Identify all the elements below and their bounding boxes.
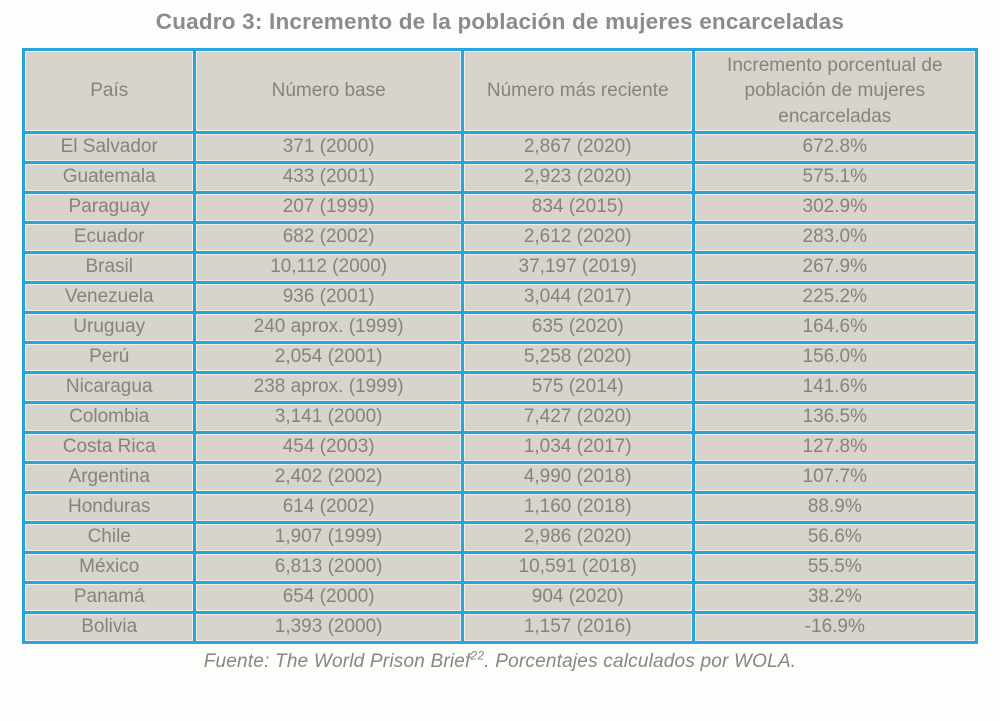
cell-country: México [25,554,194,581]
cell-percent-increase: 302.9% [694,194,975,221]
table-title: Cuadro 3: Incremento de la población de … [155,9,845,34]
cell-percent-increase: 127.8% [694,434,975,461]
cell-recent-number: 1,160 (2018) [463,494,692,521]
cell-percent-increase: 283.0% [694,224,975,251]
cell-base-number: 1,907 (1999) [196,524,461,551]
cell-country: Brasil [25,254,194,281]
cell-recent-number: 10,591 (2018) [463,554,692,581]
cell-recent-number: 904 (2020) [463,584,692,611]
cell-base-number: 936 (2001) [196,284,461,311]
table-row: Bolivia 1,393 (2000) 1,157 (2016) -16.9% [25,614,975,641]
cell-percent-increase: 88.9% [694,494,975,521]
cell-base-number: 654 (2000) [196,584,461,611]
table-row: Ecuador 682 (2002) 2,612 (2020) 283.0% [25,224,975,251]
table-row: Guatemala 433 (2001) 2,923 (2020) 575.1% [25,164,975,191]
table-row: Colombia 3,141 (2000) 7,427 (2020) 136.5% [25,404,975,431]
source-caption-suffix: . Porcentajes calculados por WOLA. [484,651,797,672]
cell-recent-number: 2,612 (2020) [463,224,692,251]
cell-percent-increase: 38.2% [694,584,975,611]
cell-country: Uruguay [25,314,194,341]
cell-country: Ecuador [25,224,194,251]
cell-base-number: 1,393 (2000) [196,614,461,641]
table-row: Argentina 2,402 (2002) 4,990 (2018) 107.7% [25,464,975,491]
source-caption: Fuente: The World Prison Brief22. Porcen… [0,648,1000,673]
cell-country: Honduras [25,494,194,521]
column-header-country: País [25,51,194,131]
cell-base-number: 614 (2002) [196,494,461,521]
cell-base-number: 2,054 (2001) [196,344,461,371]
cell-base-number: 240 aprox. (1999) [196,314,461,341]
source-caption-prefix: Fuente: The World Prison Brief [203,651,471,672]
cell-percent-increase: 56.6% [694,524,975,551]
cell-recent-number: 5,258 (2020) [463,344,692,371]
cell-base-number: 454 (2003) [196,434,461,461]
cell-base-number: 6,813 (2000) [196,554,461,581]
cell-percent-increase: 136.5% [694,404,975,431]
table-row: Perú 2,054 (2001) 5,258 (2020) 156.0% [25,344,975,371]
table-row: El Salvador 371 (2000) 2,867 (2020) 672.8% [25,134,975,161]
table-header: País Número base Número más reciente Inc… [25,51,975,131]
table-row: Costa Rica 454 (2003) 1,034 (2017) 127.8% [25,434,975,461]
cell-country: Bolivia [25,614,194,641]
header-row: País Número base Número más reciente Inc… [25,51,975,131]
cell-percent-increase: 107.7% [694,464,975,491]
cell-percent-increase: 141.6% [694,374,975,401]
cell-country: Venezuela [25,284,194,311]
table-row: Uruguay 240 aprox. (1999) 635 (2020) 164.6% [25,314,975,341]
cell-recent-number: 4,990 (2018) [463,464,692,491]
table-body: El Salvador 371 (2000) 2,867 (2020) 672.8% G… [25,134,975,641]
table-row: Paraguay 207 (1999) 834 (2015) 302.9% [25,194,975,221]
cell-country: Paraguay [25,194,194,221]
table-row: Brasil 10,112 (2000) 37,197 (2019) 267.9% [25,254,975,281]
column-header-percent-increase: Incremento porcentual de población de mu… [694,51,975,131]
cell-recent-number: 2,986 (2020) [463,524,692,551]
cell-recent-number: 7,427 (2020) [463,404,692,431]
cell-country: Panamá [25,584,194,611]
cell-percent-increase: 55.5% [694,554,975,581]
column-header-base-number: Número base [196,51,461,131]
table-row: Nicaragua 238 aprox. (1999) 575 (2014) 141.… [25,374,975,401]
table-row: Panamá 654 (2000) 904 (2020) 38.2% [25,584,975,611]
cell-recent-number: 834 (2015) [463,194,692,221]
cell-percent-increase: 575.1% [694,164,975,191]
cell-country: Perú [25,344,194,371]
cell-base-number: 207 (1999) [196,194,461,221]
footnote-superscript: 22 [470,648,485,663]
cell-base-number: 2,402 (2002) [196,464,461,491]
cell-recent-number: 1,157 (2016) [463,614,692,641]
cell-base-number: 3,141 (2000) [196,404,461,431]
table-row: Venezuela 936 (2001) 3,044 (2017) 225.2% [25,284,975,311]
cell-base-number: 10,112 (2000) [196,254,461,281]
prison-population-table: País Número base Número más reciente Inc… [22,48,978,644]
column-header-recent-number: Número más reciente [463,51,692,131]
cell-percent-increase: -16.9% [694,614,975,641]
cell-base-number: 238 aprox. (1999) [196,374,461,401]
cell-recent-number: 37,197 (2019) [463,254,692,281]
cell-base-number: 433 (2001) [196,164,461,191]
cell-country: Argentina [25,464,194,491]
table-row: Chile 1,907 (1999) 2,986 (2020) 56.6% [25,524,975,551]
cell-percent-increase: 267.9% [694,254,975,281]
cell-percent-increase: 225.2% [694,284,975,311]
cell-country: Nicaragua [25,374,194,401]
cell-country: Costa Rica [25,434,194,461]
cell-percent-increase: 156.0% [694,344,975,371]
cell-country: Chile [25,524,194,551]
cell-recent-number: 635 (2020) [463,314,692,341]
cell-recent-number: 575 (2014) [463,374,692,401]
cell-base-number: 682 (2002) [196,224,461,251]
cell-recent-number: 1,034 (2017) [463,434,692,461]
cell-country: Colombia [25,404,194,431]
cell-percent-increase: 164.6% [694,314,975,341]
cell-country: El Salvador [25,134,194,161]
table-row: Honduras 614 (2002) 1,160 (2018) 88.9% [25,494,975,521]
cell-base-number: 371 (2000) [196,134,461,161]
cell-percent-increase: 672.8% [694,134,975,161]
cell-recent-number: 2,867 (2020) [463,134,692,161]
cell-recent-number: 2,923 (2020) [463,164,692,191]
cell-recent-number: 3,044 (2017) [463,284,692,311]
cell-country: Guatemala [25,164,194,191]
table-row: México 6,813 (2000) 10,591 (2018) 55.5% [25,554,975,581]
